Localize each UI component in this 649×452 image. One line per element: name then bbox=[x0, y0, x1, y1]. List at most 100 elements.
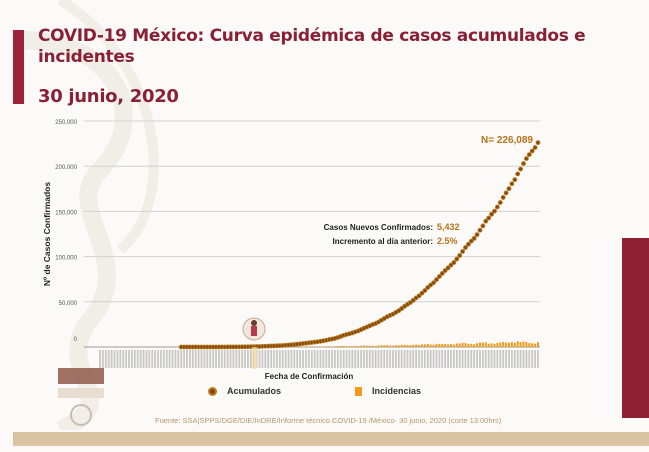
x-tick-label bbox=[508, 350, 510, 368]
x-tick-label bbox=[438, 350, 441, 368]
x-tick-label bbox=[165, 350, 168, 368]
x-tick-label bbox=[354, 350, 357, 368]
x-tick-label bbox=[342, 350, 345, 368]
incidence-bar bbox=[397, 345, 400, 347]
incidence-bar bbox=[360, 345, 363, 347]
x-tick-label bbox=[400, 350, 403, 368]
x-tick-label bbox=[102, 350, 104, 368]
x-tick-label bbox=[186, 350, 188, 368]
increment-value: 2.5% bbox=[437, 236, 458, 246]
cumulative-point bbox=[506, 186, 512, 192]
incidence-bar bbox=[362, 345, 365, 347]
x-tick-label bbox=[171, 350, 174, 368]
x-tick-label bbox=[232, 350, 235, 368]
incidence-bar bbox=[348, 346, 351, 347]
x-tick-label bbox=[305, 350, 307, 368]
x-tick-label bbox=[519, 350, 522, 368]
cumulative-point bbox=[457, 253, 463, 258]
incidence-bar bbox=[499, 342, 502, 347]
x-tick-label bbox=[99, 350, 101, 368]
incidence-bar bbox=[467, 343, 470, 347]
x-tick-label bbox=[316, 350, 319, 368]
x-tick-label bbox=[180, 350, 183, 368]
x-tick-label bbox=[496, 350, 499, 368]
incidence-bar bbox=[458, 343, 461, 347]
cumulative-point bbox=[477, 227, 483, 233]
cumulative-point bbox=[471, 236, 477, 241]
incidence-bar bbox=[444, 344, 447, 347]
legend-label: Acumulados bbox=[227, 386, 282, 396]
x-tick-label bbox=[357, 350, 360, 368]
incidence-bar bbox=[478, 342, 481, 347]
incidence-bar bbox=[447, 344, 450, 347]
accent-bar-left bbox=[13, 30, 24, 104]
x-tick-label bbox=[348, 350, 351, 368]
incidence-bar bbox=[418, 344, 421, 347]
source-note: Fuente: SSA|SPPS/DGE/DIE/InDRE/Informe t… bbox=[155, 416, 502, 425]
total-annotation: N= 226,089 bbox=[481, 135, 533, 146]
cumulative-point bbox=[503, 190, 509, 196]
incidence-bar bbox=[481, 342, 484, 347]
x-tick-label bbox=[383, 350, 386, 368]
cumulative-point bbox=[463, 245, 468, 250]
x-tick-label bbox=[273, 350, 275, 368]
incidence-bar bbox=[464, 343, 467, 347]
x-tick-label bbox=[444, 350, 447, 368]
incidence-bar bbox=[455, 343, 458, 347]
cumulative-point bbox=[410, 297, 416, 303]
x-tick-label bbox=[142, 350, 145, 368]
cumulative-point bbox=[454, 256, 460, 262]
x-tick-label bbox=[363, 350, 365, 368]
x-tick-label bbox=[452, 350, 455, 368]
cumulative-point bbox=[442, 268, 448, 273]
x-tick-label bbox=[110, 350, 113, 368]
x-tick-label bbox=[177, 350, 180, 368]
x-tick-label bbox=[238, 350, 241, 368]
incidence-bar bbox=[438, 343, 441, 347]
incidence-bar bbox=[412, 344, 415, 347]
incidence-bar bbox=[528, 343, 531, 347]
incidence-bar bbox=[391, 345, 394, 347]
x-tick-label bbox=[406, 350, 409, 368]
x-tick-label bbox=[328, 350, 331, 368]
x-tick-label bbox=[528, 350, 531, 368]
cumulative-point bbox=[500, 195, 506, 200]
cumulative-point bbox=[509, 181, 515, 187]
x-tick-label bbox=[215, 350, 217, 368]
x-tick-label bbox=[249, 350, 252, 368]
government-logo bbox=[58, 368, 104, 426]
cumulative-point bbox=[486, 215, 492, 221]
x-tick-label bbox=[499, 350, 502, 368]
x-tick-label bbox=[368, 350, 371, 368]
cumulative-point bbox=[448, 262, 454, 268]
x-tick-label bbox=[334, 350, 336, 368]
incidence-bar bbox=[435, 343, 438, 347]
x-tick-label bbox=[200, 350, 203, 368]
x-tick-label bbox=[502, 350, 505, 368]
cumulative-point bbox=[526, 152, 532, 158]
x-tick-label bbox=[241, 350, 244, 368]
x-tick-label bbox=[212, 350, 215, 368]
incidence-bar bbox=[519, 342, 522, 347]
cumulative-point bbox=[512, 177, 518, 183]
x-tick-label bbox=[174, 350, 177, 368]
x-tick-label bbox=[131, 350, 133, 368]
x-tick-label bbox=[461, 350, 464, 368]
incidence-bar bbox=[432, 344, 435, 347]
incidence-bar bbox=[429, 344, 432, 347]
x-tick-label bbox=[423, 350, 426, 368]
x-tick-label bbox=[403, 350, 406, 368]
x-tick-label bbox=[505, 350, 507, 368]
cumulative-point bbox=[523, 156, 529, 162]
x-tick-label bbox=[458, 350, 461, 368]
cumulative-point bbox=[532, 145, 538, 150]
incidence-bar bbox=[537, 342, 539, 347]
x-tick-label bbox=[293, 350, 296, 368]
cumulative-point bbox=[434, 277, 439, 282]
x-tick-label bbox=[313, 350, 316, 368]
incidence-bar bbox=[493, 343, 496, 347]
incidence-bar bbox=[534, 343, 537, 347]
cumulative-point bbox=[416, 293, 422, 299]
x-tick-label bbox=[302, 350, 304, 368]
incidence-bar bbox=[487, 343, 490, 347]
